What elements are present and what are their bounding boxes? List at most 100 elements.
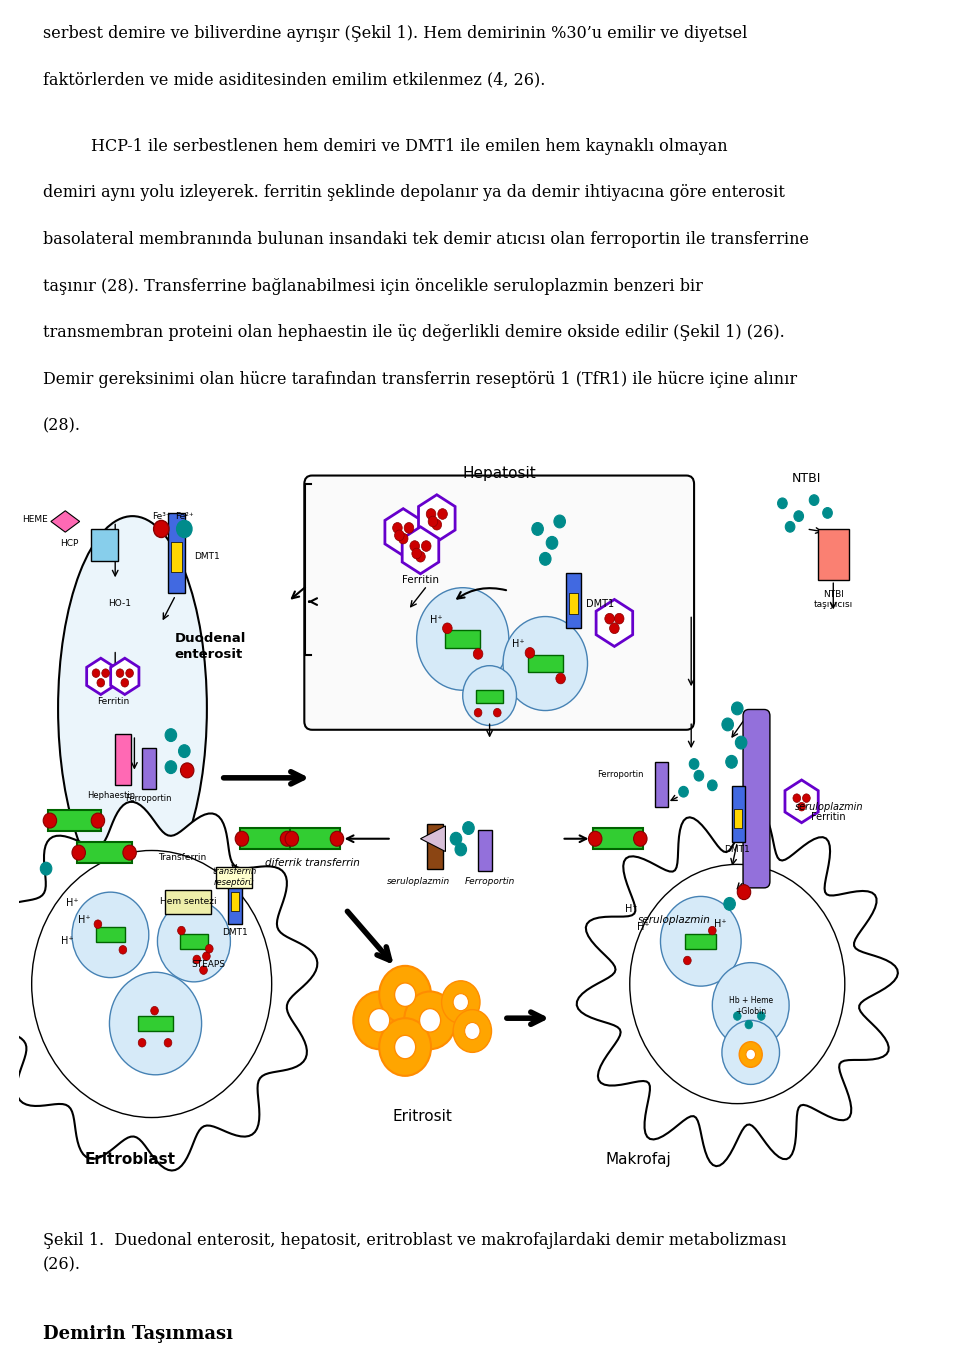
Circle shape <box>732 702 743 715</box>
Circle shape <box>178 927 185 935</box>
Bar <box>445 631 480 648</box>
Circle shape <box>116 669 124 678</box>
Circle shape <box>493 708 501 717</box>
Text: Eritrosit: Eritrosit <box>393 1109 452 1124</box>
Text: HEME: HEME <box>22 515 48 524</box>
Polygon shape <box>596 600 633 646</box>
Circle shape <box>179 745 190 757</box>
Circle shape <box>412 548 421 559</box>
Circle shape <box>151 1006 158 1014</box>
Text: Hb + Heme: Hb + Heme <box>729 995 773 1005</box>
Circle shape <box>694 771 704 782</box>
FancyBboxPatch shape <box>304 475 694 730</box>
Text: DMT1: DMT1 <box>586 598 613 609</box>
Circle shape <box>417 587 509 690</box>
Circle shape <box>235 831 249 846</box>
Circle shape <box>503 616 588 711</box>
Polygon shape <box>419 494 455 542</box>
Circle shape <box>453 1010 492 1053</box>
Text: seruloplazmin: seruloplazmin <box>387 878 450 886</box>
Circle shape <box>803 794 810 802</box>
Text: HCP-1 ile serbestlenen hem demiri ve DMT1 ile emilen hem kaynaklı olmayan: HCP-1 ile serbestlenen hem demiri ve DMT… <box>91 137 728 155</box>
Text: enterosit: enterosit <box>175 649 243 661</box>
Circle shape <box>205 945 213 953</box>
Text: Duodenal: Duodenal <box>175 632 246 645</box>
Text: +Globin: +Globin <box>735 1008 766 1016</box>
Circle shape <box>121 679 129 687</box>
Circle shape <box>398 533 408 543</box>
Circle shape <box>379 1019 431 1076</box>
Circle shape <box>823 508 832 519</box>
Text: Transferrin: Transferrin <box>158 853 206 862</box>
Text: demiri aynı yolu izleyerek. ferritin şeklinde depolanır ya da demir ihtiyacına g: demiri aynı yolu izleyerek. ferritin şek… <box>43 185 785 201</box>
Polygon shape <box>785 780 818 823</box>
Circle shape <box>588 831 602 846</box>
Text: seruloplazmin: seruloplazmin <box>795 802 863 812</box>
Text: serbest demire ve biliverdine ayrışır (Şekil 1). Hem demirinin %30’u emilir ve d: serbest demire ve biliverdine ayrışır (Ş… <box>43 25 748 41</box>
Text: HCP: HCP <box>60 539 79 549</box>
Bar <box>115 734 131 786</box>
Circle shape <box>634 831 647 846</box>
Circle shape <box>712 962 789 1049</box>
Text: H⁺: H⁺ <box>65 898 79 908</box>
Bar <box>171 542 182 572</box>
Circle shape <box>554 515 565 528</box>
Text: (26).: (26). <box>43 1257 82 1273</box>
Circle shape <box>404 523 414 533</box>
Circle shape <box>746 1049 756 1060</box>
Circle shape <box>684 956 691 965</box>
Circle shape <box>556 674 565 684</box>
Circle shape <box>540 553 551 565</box>
Bar <box>228 871 242 924</box>
Circle shape <box>330 831 344 846</box>
Text: transmembran proteini olan hephaestin ile üç değerlikli demire okside edilir (Şe: transmembran proteini olan hephaestin il… <box>43 324 785 341</box>
Text: faktörlerden ve mide asiditesinden emilim etkilenmez (4, 26).: faktörlerden ve mide asiditesinden emili… <box>43 71 545 89</box>
Polygon shape <box>385 509 421 556</box>
Circle shape <box>610 623 619 634</box>
Circle shape <box>474 708 482 717</box>
Bar <box>478 830 492 871</box>
Circle shape <box>432 519 442 530</box>
Polygon shape <box>420 826 445 852</box>
Text: H⁺: H⁺ <box>636 923 650 932</box>
Circle shape <box>737 884 751 899</box>
Circle shape <box>119 946 127 954</box>
Circle shape <box>97 679 105 687</box>
Circle shape <box>203 951 210 961</box>
Text: diferrik transferrin: diferrik transferrin <box>265 858 359 868</box>
Text: Demir gereksinimi olan hücre tarafından transferrin reseptörü 1 (TfR1) ile hücre: Demir gereksinimi olan hücre tarafından … <box>43 371 798 387</box>
Bar <box>180 934 208 949</box>
Bar <box>77 842 132 864</box>
Circle shape <box>793 794 801 802</box>
Circle shape <box>92 669 100 678</box>
Text: DMT1: DMT1 <box>725 845 750 854</box>
Circle shape <box>708 780 717 791</box>
Bar <box>240 828 290 849</box>
Circle shape <box>165 761 177 773</box>
Circle shape <box>733 1012 741 1020</box>
Circle shape <box>438 509 447 519</box>
Circle shape <box>794 511 804 522</box>
Circle shape <box>463 665 516 726</box>
Circle shape <box>421 541 431 552</box>
Text: H⁺: H⁺ <box>713 919 727 930</box>
Circle shape <box>798 802 805 810</box>
Circle shape <box>280 831 294 846</box>
Text: HO-1: HO-1 <box>108 600 132 608</box>
Bar <box>168 513 185 593</box>
Bar <box>818 528 849 580</box>
Text: H⁺: H⁺ <box>429 615 443 624</box>
Circle shape <box>353 991 405 1049</box>
Bar <box>216 867 252 888</box>
Bar <box>528 654 563 672</box>
Text: Ferroportin: Ferroportin <box>126 794 172 802</box>
Circle shape <box>630 864 845 1103</box>
Bar <box>427 824 443 869</box>
Text: Ferroportin: Ferroportin <box>597 771 643 779</box>
Text: Ferritin: Ferritin <box>402 575 439 585</box>
Text: H⁺: H⁺ <box>512 639 525 649</box>
Circle shape <box>123 845 136 860</box>
Circle shape <box>679 786 688 797</box>
Circle shape <box>72 845 85 860</box>
Circle shape <box>726 756 737 768</box>
